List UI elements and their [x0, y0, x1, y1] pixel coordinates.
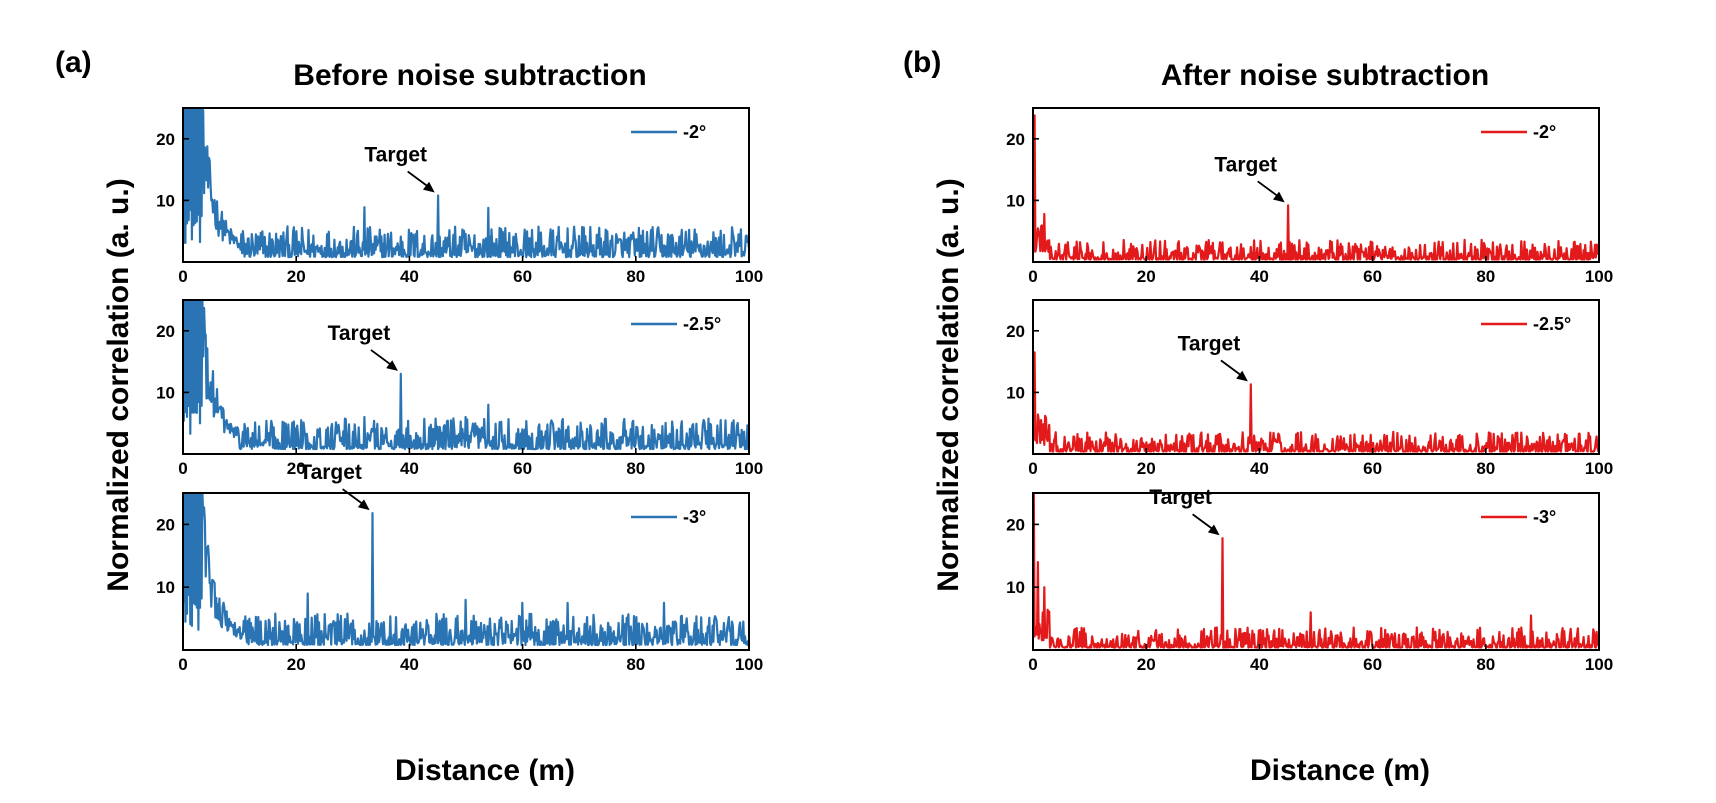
x-tick-label: 40: [1250, 267, 1269, 286]
series-line: [1033, 114, 1599, 261]
target-annotation: Target: [1178, 332, 1241, 355]
x-tick-label: 80: [1476, 267, 1495, 286]
plot-frame: [1032, 107, 1600, 263]
x-axis-label-b: Distance (m): [1250, 754, 1430, 787]
y-tick-label: 10: [156, 191, 175, 210]
series-line: [183, 300, 749, 451]
chart-b-2: 0 20 40 60 80 100 10 20 -2.5° Target: [1006, 299, 1613, 478]
series-line: [1033, 351, 1599, 453]
x-axis-label-a: Distance (m): [395, 754, 575, 787]
target-annotation: Target: [299, 461, 362, 484]
target-annotation: Target: [328, 322, 391, 345]
chart-b-3: 0 20 40 60 80 100 10 20 -3° Target: [1006, 486, 1613, 674]
y-tick-label: 20: [156, 322, 175, 341]
series-line: [1033, 493, 1599, 649]
plot-frame: [182, 492, 750, 651]
x-tick-label: 80: [626, 655, 645, 674]
legend-label: -3°: [1533, 507, 1556, 527]
target-arrowhead: [1272, 191, 1285, 203]
x-tick-label: 20: [1137, 267, 1156, 286]
plot-frame: [182, 299, 750, 455]
plot-frame: [1032, 492, 1600, 651]
panel-b-title: After noise subtraction: [1161, 59, 1489, 92]
x-tick-label: 20: [1137, 459, 1156, 478]
y-axis-label-b: Normalized correlation (a. u.): [932, 178, 965, 591]
x-tick-label: 80: [626, 459, 645, 478]
y-axis-label-a: Normalized correlation (a. u.): [102, 178, 135, 591]
x-tick-label: 100: [735, 459, 763, 478]
chart-a-1: 0 20 40 60 80 100 10 20 -2° Target: [156, 107, 763, 286]
legend-label: -2.5°: [683, 314, 721, 334]
y-tick-label: 10: [1006, 191, 1025, 210]
target-annotation: Target: [1149, 486, 1212, 509]
x-tick-label: 60: [513, 655, 532, 674]
chart-a-2: 0 20 40 60 80 100 10 20 -2.5° Target: [156, 299, 763, 478]
target-arrowhead: [1207, 524, 1220, 536]
x-tick-label: 0: [1028, 459, 1037, 478]
target-arrowhead: [1236, 370, 1248, 382]
x-tick-label: 100: [1585, 459, 1613, 478]
plot-frame: [182, 107, 750, 263]
x-tick-label: 20: [287, 267, 306, 286]
chart-b-1: 0 20 40 60 80 100 10 20 -2° Target: [1006, 107, 1613, 286]
x-tick-label: 100: [735, 655, 763, 674]
chart-a-3: 0 20 40 60 80 100 10 20 -3° Target: [156, 461, 763, 674]
y-tick-label: 10: [1006, 383, 1025, 402]
x-tick-label: 60: [513, 267, 532, 286]
y-tick-label: 20: [1006, 515, 1025, 534]
x-tick-label: 20: [287, 655, 306, 674]
x-tick-label: 40: [400, 459, 419, 478]
x-tick-label: 0: [178, 267, 187, 286]
plot-frame: [1032, 299, 1600, 455]
y-tick-label: 10: [156, 578, 175, 597]
x-tick-label: 60: [1363, 267, 1382, 286]
y-tick-label: 20: [1006, 130, 1025, 149]
panel-b-letter: (b): [903, 46, 941, 79]
x-tick-label: 40: [1250, 655, 1269, 674]
x-tick-label: 20: [1137, 655, 1156, 674]
target-arrowhead: [357, 499, 370, 511]
legend-label: -2°: [1533, 122, 1556, 142]
y-tick-label: 20: [156, 130, 175, 149]
x-tick-label: 0: [178, 655, 187, 674]
series-line: [183, 493, 749, 647]
x-tick-label: 80: [1476, 655, 1495, 674]
x-tick-label: 100: [735, 267, 763, 286]
x-tick-label: 60: [1363, 459, 1382, 478]
y-tick-label: 20: [156, 515, 175, 534]
x-tick-label: 40: [400, 267, 419, 286]
x-tick-label: 60: [1363, 655, 1382, 674]
panel-a-title: Before noise subtraction: [293, 59, 646, 92]
legend-label: -2°: [683, 122, 706, 142]
x-tick-label: 60: [513, 459, 532, 478]
y-tick-label: 10: [156, 383, 175, 402]
y-tick-label: 10: [1006, 578, 1025, 597]
x-tick-label: 0: [1028, 267, 1037, 286]
x-tick-label: 100: [1585, 655, 1613, 674]
x-tick-label: 0: [1028, 655, 1037, 674]
target-annotation: Target: [364, 143, 427, 166]
panel-a-letter: (a): [55, 46, 92, 79]
x-tick-label: 100: [1585, 267, 1613, 286]
x-tick-label: 40: [1250, 459, 1269, 478]
target-annotation: Target: [1214, 153, 1277, 176]
target-arrowhead: [422, 181, 435, 193]
target-arrowhead: [386, 360, 398, 371]
x-tick-label: 20: [287, 459, 306, 478]
legend-label: -3°: [683, 507, 706, 527]
series-line: [183, 108, 749, 259]
legend-label: -2.5°: [1533, 314, 1571, 334]
y-tick-label: 20: [1006, 322, 1025, 341]
x-tick-label: 80: [1476, 459, 1495, 478]
x-tick-label: 0: [178, 459, 187, 478]
x-tick-label: 80: [626, 267, 645, 286]
x-tick-label: 40: [400, 655, 419, 674]
